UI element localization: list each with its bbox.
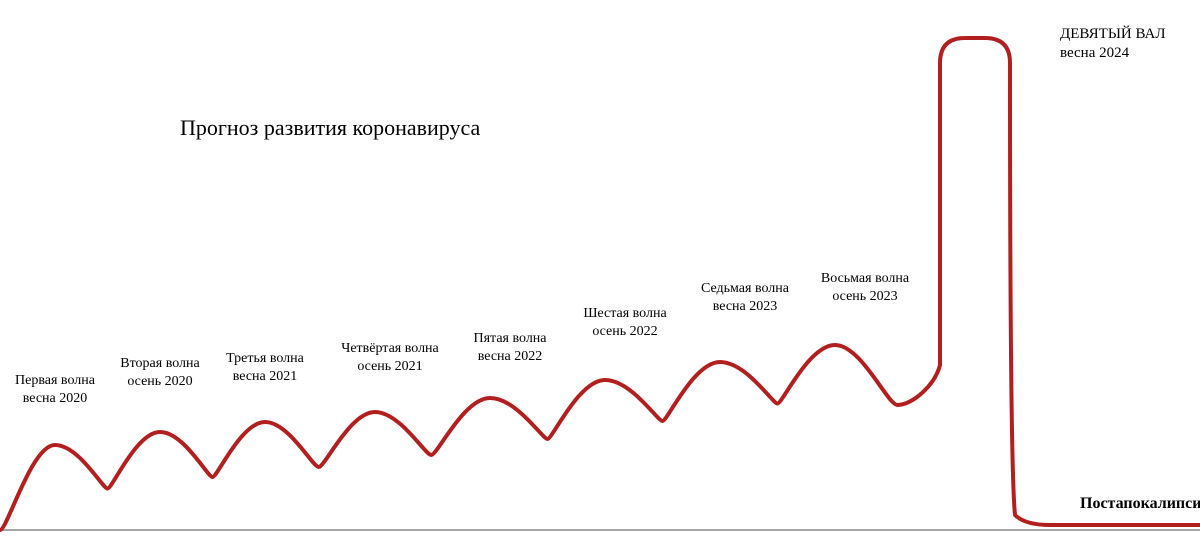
wave-chart: Прогноз развития коронавируса Первая вол…	[0, 0, 1200, 558]
wave-label-2: Третья волна весна 2021	[226, 350, 304, 385]
chart-svg	[0, 0, 1200, 558]
wave-label-8: ДЕВЯТЫЙ ВАЛ весна 2024	[1060, 25, 1166, 63]
chart-title: Прогноз развития коронавируса	[180, 115, 480, 141]
wave-label-0: Первая волна весна 2020	[15, 372, 95, 407]
wave-label-4: Пятая волна весна 2022	[473, 330, 546, 365]
wave-label-6: Седьмая волна весна 2023	[701, 280, 789, 315]
wave-curve	[0, 38, 1200, 530]
wave-label-9: Постапокалипсис	[1080, 494, 1200, 514]
wave-label-7: Восьмая волна осень 2023	[821, 270, 909, 305]
wave-label-3: Четвёртая волна осень 2021	[341, 340, 439, 375]
wave-label-1: Вторая волна осень 2020	[120, 355, 199, 390]
wave-label-5: Шестая волна осень 2022	[583, 305, 666, 340]
